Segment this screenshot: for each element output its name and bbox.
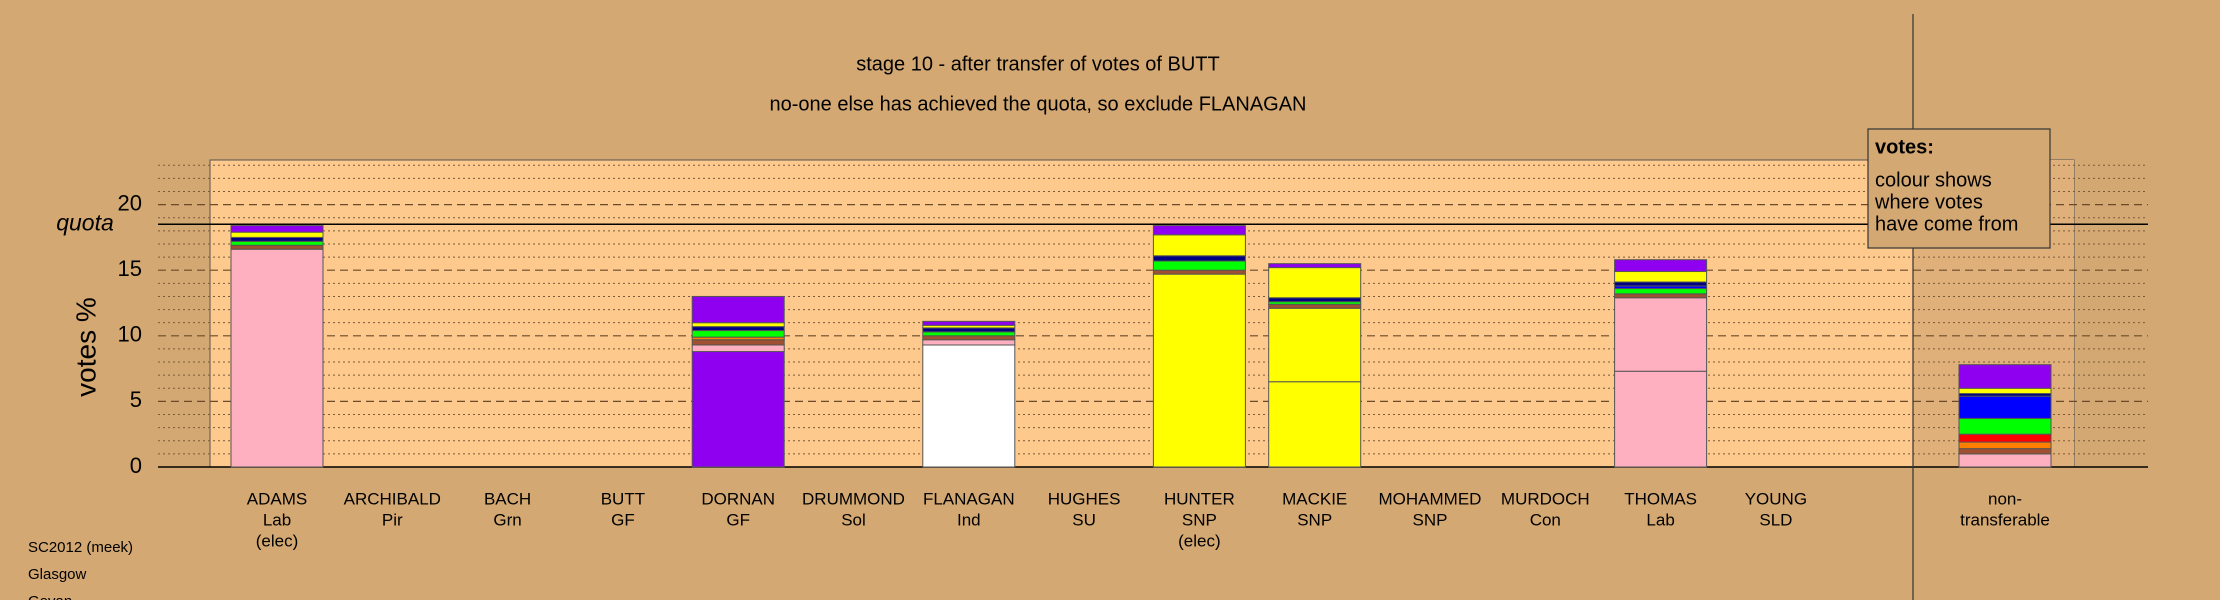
x-tick-label: THOMAS xyxy=(1624,489,1697,508)
x-tick-label: SNP xyxy=(1182,510,1217,529)
x-tick-label: GF xyxy=(611,510,635,529)
bar-segment xyxy=(230,231,324,238)
legend-title: votes: xyxy=(1875,136,1934,158)
bar-segment xyxy=(230,248,324,468)
bar-segment xyxy=(1614,297,1708,372)
bar-segment xyxy=(1268,263,1362,269)
x-tick-label: MURDOCH xyxy=(1501,489,1590,508)
x-tick-label: Lab xyxy=(1646,510,1674,529)
bar-segment xyxy=(230,225,324,233)
bar-segment xyxy=(691,351,785,468)
y-tick-label: 10 xyxy=(118,322,142,347)
x-tick-label: HUNTER xyxy=(1164,489,1235,508)
bar-segment xyxy=(230,244,324,250)
x-tick-label: YOUNG xyxy=(1745,489,1807,508)
x-tick-label: BUTT xyxy=(601,489,645,508)
x-tick-label: MOHAMMED xyxy=(1379,489,1482,508)
bar-segment xyxy=(1268,303,1362,309)
bar-segment xyxy=(1614,293,1708,299)
x-tick-label: Ind xyxy=(957,510,981,529)
bar-segment xyxy=(691,295,785,324)
bar-segment xyxy=(1958,453,2052,468)
chart-title: stage 10 - after transfer of votes of BU… xyxy=(856,53,1220,75)
plot-panel xyxy=(209,159,2075,468)
x-tick-label: MACKIE xyxy=(1282,489,1347,508)
legend-text: colour shows xyxy=(1875,169,1992,191)
bar-segment xyxy=(691,330,785,338)
x-tick-label: ADAMS xyxy=(247,489,307,508)
bar-segment xyxy=(691,339,785,346)
x-tick-label: (elec) xyxy=(1178,531,1221,550)
x-tick-label: SNP xyxy=(1413,510,1448,529)
bar-segment xyxy=(1958,433,2052,443)
bar-segment xyxy=(1958,387,2052,395)
bar-segment xyxy=(922,339,1016,346)
x-tick-label: (elec) xyxy=(256,531,299,550)
y-axis-label: votes % xyxy=(70,297,101,397)
x-tick-label: Con xyxy=(1530,510,1561,529)
x-tick-label: SNP xyxy=(1297,510,1332,529)
x-tick-label: HUGHES xyxy=(1048,489,1121,508)
bar-segment xyxy=(922,335,1016,341)
bar-segment xyxy=(230,236,324,242)
x-tick-label: BACH xyxy=(484,489,531,508)
x-tick-label: ARCHIBALD xyxy=(344,489,441,508)
x-tick-label: DRUMMOND xyxy=(802,489,905,508)
y-tick-label: 5 xyxy=(130,387,142,412)
bar-segment xyxy=(1152,273,1246,468)
bar-segment xyxy=(1268,267,1362,299)
bar-segment xyxy=(922,331,1016,337)
x-tick-label: SU xyxy=(1072,510,1096,529)
y-tick-label: 20 xyxy=(118,190,142,215)
x-tick-label: Lab xyxy=(263,510,291,529)
bar-segment xyxy=(1268,307,1362,383)
x-tick-label: Pir xyxy=(382,510,403,529)
bar-segment xyxy=(1152,260,1246,271)
y-tick-label: 15 xyxy=(118,256,142,281)
bar-segment xyxy=(1958,448,2052,455)
y-tick-label: 0 xyxy=(130,453,142,478)
bar-segment xyxy=(1152,234,1246,257)
bar-segment xyxy=(1614,288,1708,295)
bar-segment xyxy=(1958,441,2052,450)
bar-segment xyxy=(1268,381,1362,468)
bar-segment xyxy=(1614,271,1708,283)
legend-text: where votes xyxy=(1874,191,1983,213)
x-tick-label: FLANAGAN xyxy=(923,489,1015,508)
x-tick-label: DORNAN xyxy=(701,489,775,508)
x-tick-label: transferable xyxy=(1960,510,2050,529)
bar-segment xyxy=(1614,370,1708,468)
footnote: SC2012 (meek) xyxy=(28,539,133,556)
bar-segment xyxy=(922,327,1016,333)
x-tick-label: Sol xyxy=(841,510,866,529)
footnote: Glasgow xyxy=(28,566,87,583)
bar-segment xyxy=(1152,269,1246,275)
bar-segment xyxy=(691,344,785,353)
footnote: Govan xyxy=(28,593,72,600)
bar-segment xyxy=(1614,259,1708,273)
x-tick-label: Grn xyxy=(493,510,521,529)
x-tick-label: SLD xyxy=(1759,510,1792,529)
bar-segment xyxy=(922,344,1016,468)
legend-box xyxy=(1867,128,2051,249)
quota-label: quota xyxy=(56,209,114,235)
bar-segment xyxy=(691,326,785,332)
bar-segment xyxy=(1958,417,2052,435)
x-tick-label: non- xyxy=(1988,489,2022,508)
chart-subtitle: no-one else has achieved the quota, so e… xyxy=(770,93,1307,115)
bar-segment xyxy=(1958,395,2052,419)
bar-segment xyxy=(1268,297,1362,303)
bar-segment xyxy=(1152,255,1246,262)
legend-text: have come from xyxy=(1875,213,2018,235)
bar-segment xyxy=(1614,281,1708,287)
bar-segment xyxy=(1958,364,2052,389)
x-tick-label: GF xyxy=(726,510,750,529)
bar-segment xyxy=(922,320,1016,326)
bar-segment xyxy=(691,322,785,328)
bar-segment xyxy=(1152,225,1246,236)
bar-segment xyxy=(230,240,324,246)
